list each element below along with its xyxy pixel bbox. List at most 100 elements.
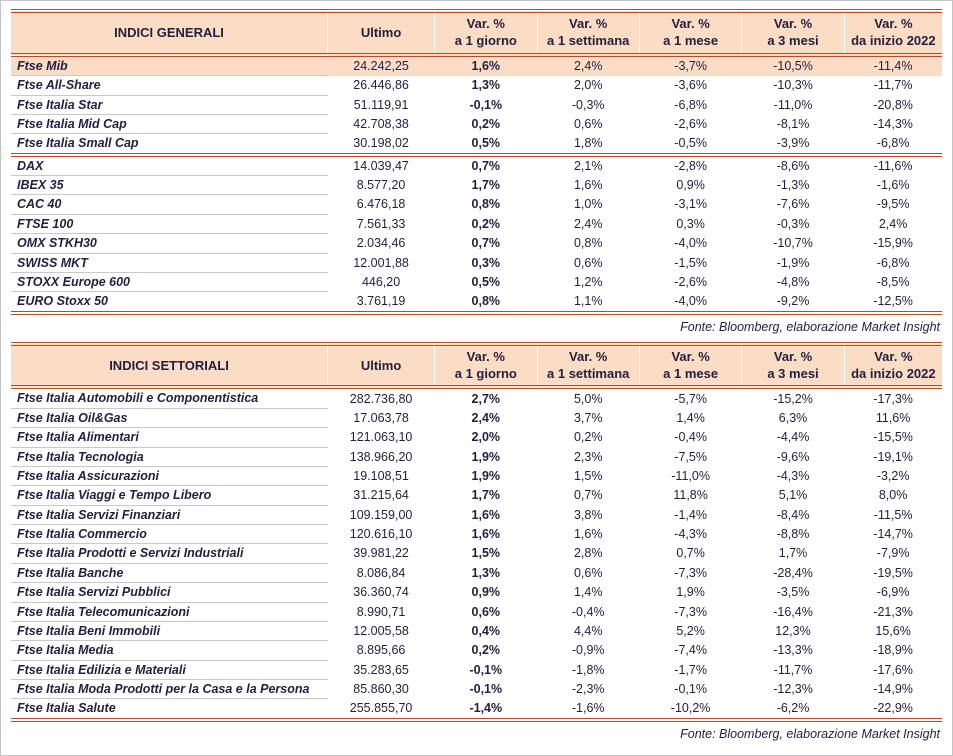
index-row: Ftse Italia Edilizia e Materiali 35.283,6… — [11, 660, 942, 681]
ultimo-value: 35.283,65 — [353, 662, 409, 677]
pct-value: 1,5% — [471, 546, 501, 561]
pct-value: -7,6% — [776, 197, 810, 212]
index-name: DAX — [11, 154, 328, 177]
pct-value: 15,6% — [875, 623, 911, 638]
pct-value: 0,4% — [471, 623, 501, 638]
pct-value: 2,4% — [573, 216, 603, 231]
pct-value: -1,8% — [571, 662, 605, 677]
pct-value: -10,2% — [639, 698, 742, 722]
var-label: Var. % — [466, 348, 505, 364]
pct-value: 6,3% — [778, 410, 808, 425]
index-row: Ftse Italia Salute 255.855,70 -1,4% -1,6% -1… — [11, 698, 942, 722]
pct-value: -15,2% — [773, 391, 813, 406]
index-row: OMX STKH30 2.034,46 0,7% 0,8% -4,0% -10,7% -15… — [11, 233, 942, 254]
pct-value: 2,4% — [471, 410, 501, 425]
ultimo-value: 7.561,33 — [356, 216, 406, 231]
index-name: Ftse Italia Assicurazioni — [11, 466, 328, 487]
pct-value: -10,7% — [773, 236, 813, 251]
index-name: FTSE 100 — [11, 214, 328, 235]
source-note: Fonte: Bloomberg, elaborazione Market In… — [680, 319, 940, 334]
pct-value: -1,6% — [876, 178, 910, 193]
index-row: Ftse Italia Assicurazioni 19.108,51 1,9% 1,… — [11, 466, 942, 487]
pct-value: -18,9% — [873, 643, 913, 658]
pct-value: 1,7% — [471, 178, 501, 193]
index-name: Ftse Italia Tecnologia — [11, 447, 328, 467]
pct-value: -2,8% — [674, 158, 707, 173]
sector-indices-table: INDICI SETTORIALI Ultimo Var. % a 1 gior… — [11, 341, 942, 722]
pct-value: 0,3% — [676, 216, 705, 231]
pct-value: 12,3% — [775, 623, 811, 638]
ultimo-value: 19.108,51 — [353, 468, 409, 483]
pct-value: 1,5% — [573, 468, 603, 483]
pct-value: 1,4% — [676, 410, 705, 425]
index-row: Ftse Italia Prodotti e Servizi Industria… — [11, 543, 942, 564]
pct-value: 0,6% — [573, 565, 603, 580]
index-row: DAX 14.039,47 0,7% 2,1% -2,8% -8,6% -11,6% — [11, 154, 942, 177]
pct-value: -0,3% — [776, 216, 810, 231]
index-name: Ftse Italia Media — [11, 640, 328, 661]
header-row: INDICI SETTORIALI Ultimo Var. % a 1 gior… — [11, 341, 942, 390]
pct-value: 5,2% — [676, 623, 705, 638]
pct-value: -14,3% — [873, 116, 913, 131]
pct-value: 0,2% — [471, 643, 501, 658]
pct-value: -8,8% — [776, 527, 810, 542]
col-header-var-1-mese: Var. % a 1 mese — [638, 341, 742, 390]
pct-value: -11,0% — [671, 468, 710, 483]
pct-value: 3,7% — [573, 410, 603, 425]
period-label: a 1 giorno — [454, 32, 517, 48]
pct-value: 8,0% — [878, 488, 908, 503]
col-header-var-1-settimana: Var. % a 1 settimana — [536, 341, 640, 390]
index-name: Ftse Italia Servizi Pubblici — [11, 582, 328, 603]
pct-value: 2,3% — [573, 449, 603, 464]
pct-value: 1,9% — [471, 468, 501, 483]
pct-value: -9,5% — [876, 197, 910, 212]
period-label: a 1 giorno — [454, 365, 517, 381]
pct-value: -1,4% — [434, 698, 537, 722]
pct-value: -11,5% — [873, 507, 913, 522]
pct-value: -1,3% — [776, 178, 810, 193]
pct-value: 0,8% — [573, 236, 603, 251]
index-row: FTSE 100 7.561,33 0,2% 2,4% 0,3% -0,3% 2,4% — [11, 214, 942, 235]
var-label: Var. % — [874, 16, 913, 31]
pct-value: -0,9% — [571, 643, 605, 658]
pct-value: 11,8% — [673, 488, 708, 503]
pct-value: -8,1% — [776, 116, 810, 131]
pct-value: 0,7% — [471, 236, 501, 251]
pct-value: -0,1% — [469, 97, 503, 112]
index-name: Ftse Italia Viaggi e Tempo Libero — [11, 485, 328, 506]
ultimo-value: 42.708,38 — [353, 116, 409, 131]
period-label: da inizio 2022 — [851, 32, 936, 48]
pct-value: -8,5% — [876, 274, 910, 289]
col-header-var-inizio-2022: Var. % da inizio 2022 — [843, 9, 942, 57]
pct-value: 0,6% — [471, 604, 501, 619]
index-row: Ftse Italia Viaggi e Tempo Libero 31.215,… — [11, 485, 942, 506]
pct-value: 2,8% — [573, 546, 603, 561]
index-name: Ftse Italia Edilizia e Materiali — [11, 660, 328, 681]
index-name: Ftse Italia Mid Cap — [11, 114, 328, 135]
pct-value: -11,7% — [873, 78, 913, 93]
index-row: Ftse Italia Small Cap 30.198,02 0,5% 1,8% -0… — [11, 133, 942, 157]
period-label: a 3 mesi — [767, 32, 819, 48]
col-header-var-1-settimana: Var. % a 1 settimana — [536, 9, 640, 57]
pct-value: -6,9% — [876, 585, 910, 600]
pct-value: 1,7% — [778, 546, 808, 561]
pct-value: -4,0% — [674, 236, 707, 251]
ultimo-value: 14.039,47 — [353, 158, 409, 173]
pct-value: -0,4% — [674, 430, 707, 445]
period-label: a 1 mese — [663, 32, 719, 48]
pct-value: -4,0% — [639, 291, 742, 315]
index-name: Ftse Italia Alimentari — [11, 427, 328, 448]
table-body: Ftse Mib 24.242,25 1,6% 2,4% -3,7% -10,5% -11,… — [11, 54, 942, 315]
pct-value: -2,6% — [674, 274, 707, 289]
col-header-var-1-giorno: Var. % a 1 giorno — [434, 9, 537, 57]
ultimo-value: 121.063,10 — [349, 430, 413, 445]
index-row: IBEX 35 8.577,20 1,7% 1,6% 0,9% -1,3% -1,6% — [11, 175, 942, 196]
index-row: Ftse Italia Oil&Gas 17.063,78 2,4% 3,7% 1,4%… — [11, 408, 942, 429]
ultimo-value: 2.034,46 — [356, 236, 406, 251]
pct-value: -6,8% — [876, 255, 910, 270]
period-label: a 3 mesi — [767, 365, 819, 381]
ultimo-value: 8.990,71 — [356, 604, 406, 619]
index-name: Ftse Italia Commercio — [11, 524, 328, 545]
var-label: Var. % — [671, 348, 710, 364]
pct-value: -7,4% — [674, 643, 707, 658]
